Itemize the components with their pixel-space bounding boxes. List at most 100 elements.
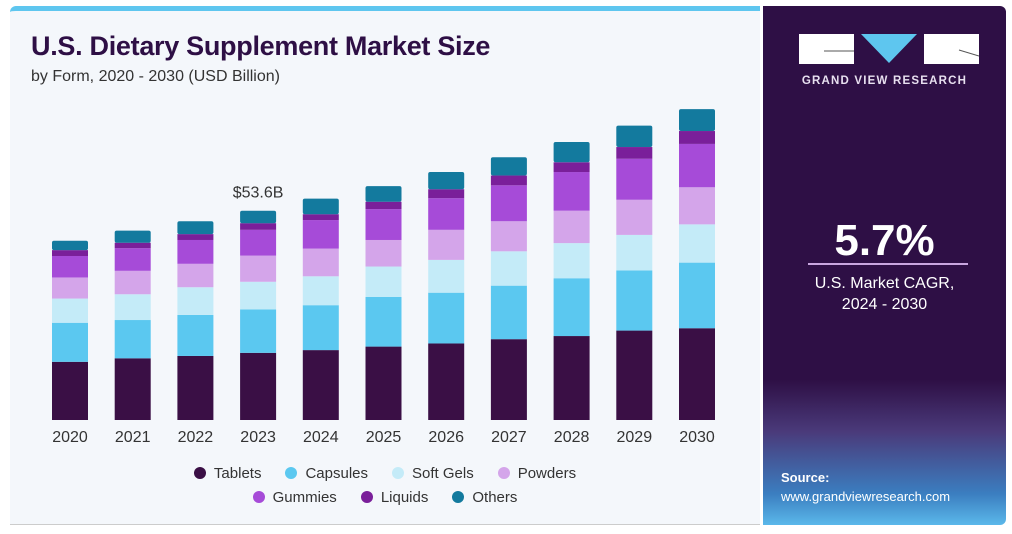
bar-segment-others-2030 [679,109,715,132]
bar-segment-gummies-2023 [240,229,277,256]
bar-segment-capsules-2021 [114,320,151,359]
bar-segment-capsules-2023 [240,309,277,353]
bar-segment-soft-gels-2026 [428,259,465,293]
legend: Tablets Capsules Soft Gels Powders Gummies Li… [150,462,620,510]
bar-segment-capsules-2022 [177,314,214,356]
bar-segment-gummies-2024 [302,220,339,249]
bar-segment-liquids-2024 [302,214,339,221]
bar-segment-others-2028 [553,141,590,163]
bar-segment-gummies-2021 [114,248,151,271]
bar-segment-capsules-2029 [616,270,653,331]
cagr-label-line2: 2024 - 2030 [841,296,928,313]
bar-segment-powders-2021 [114,270,151,295]
x-tick-label: 2020 [52,429,88,446]
bar-segment-liquids-2026 [428,189,465,199]
legend-swatch [285,467,298,479]
bar-segment-powders-2023 [240,255,277,282]
bar-segment-liquids-2027 [490,175,527,186]
legend-item-tablets: Tablets [193,462,262,486]
legend-swatch [193,467,206,479]
bar-segment-powders-2025 [365,239,402,267]
bar-segment-tablets-2024 [302,350,339,420]
bar-segment-soft-gels-2020 [52,298,88,323]
x-tick-label: 2029 [617,429,653,446]
bar-segment-powders-2024 [302,248,339,277]
bar-segment-powders-2026 [428,229,465,260]
bar-segment-liquids-2028 [553,162,590,173]
legend-item-capsules: Capsules [285,462,368,486]
bar-segment-powders-2020 [52,277,88,299]
bar-segment-gummies-2030 [679,143,715,188]
bar-segment-others-2021 [114,230,151,243]
legend-label: Soft Gels [412,465,474,482]
bar-segment-powders-2028 [553,210,590,244]
legend-label: Tablets [213,465,262,482]
x-tick-label: 2026 [428,429,464,446]
bar-segment-others-2027 [490,157,527,176]
bar-segment-tablets-2026 [428,343,465,420]
bar-segment-powders-2022 [177,263,214,288]
cagr-label-line1: U.S. Market CAGR, [814,275,955,292]
bar-segment-powders-2030 [679,187,715,225]
bar-segment-soft-gels-2025 [365,266,402,297]
bar-segment-others-2024 [302,198,339,215]
legend-label: Powders [517,465,577,482]
bar-segment-soft-gels-2029 [616,234,653,271]
bar-segment-powders-2027 [490,221,527,252]
legend-item-liquids: Liquids [360,486,429,510]
legend-swatch [360,491,373,503]
legend-label: Others [472,489,518,506]
source-url[interactable]: www.grandviewresearch.com [781,489,951,504]
bar-segment-gummies-2029 [616,158,653,200]
bar-segment-others-2022 [177,221,214,235]
bar-segment-liquids-2029 [616,147,653,159]
legend-swatch [252,491,265,503]
legend-item-others: Others [452,486,517,510]
legend-label: Capsules [305,465,368,482]
bar-segment-soft-gels-2021 [114,294,151,321]
bar-segment-tablets-2028 [553,336,590,420]
legend-swatch [452,491,465,503]
info-panel: GRAND VIEW RESEARCH 5.7% U.S. Market CAG… [763,6,1006,525]
bar-segment-tablets-2029 [616,330,653,420]
divider [808,263,968,265]
bar-segment-capsules-2020 [52,322,88,362]
chart-subtitle: by Form, 2020 - 2030 (USD Billion) [31,68,280,85]
cagr-label: U.S. Market CAGR, 2024 - 2030 [763,273,1006,315]
legend-item-soft-gels: Soft Gels [392,462,474,486]
bar-segment-capsules-2030 [679,262,715,329]
bar-segment-capsules-2024 [302,305,339,351]
bar-segment-others-2026 [428,172,465,190]
bar-segment-gummies-2022 [177,239,214,264]
legend-swatch [497,467,510,479]
x-tick-label: 2027 [491,429,527,446]
bar-segment-others-2029 [616,125,653,148]
x-tick-label: 2030 [679,429,715,446]
x-tick-label: 2028 [554,429,590,446]
stacked-bar-chart: 2020 2021 2022 2023 $53.6B 2024 2025 2026 2027 20… [52,109,715,446]
legend-item-powders: Powders [497,462,577,486]
bar-segment-tablets-2022 [177,355,214,420]
bar-segment-liquids-2025 [365,201,402,210]
bar-segment-soft-gels-2027 [490,251,527,286]
bar-segment-liquids-2022 [177,234,214,240]
legend-item-gummies: Gummies [252,486,337,510]
bar-segment-powders-2029 [616,199,653,235]
total-annotation: $53.6B [233,185,284,202]
x-tick-label: 2024 [303,429,339,446]
cagr-value: 5.7% [834,216,935,265]
legend-label: Liquids [380,489,429,506]
bar-segment-gummies-2026 [428,198,465,230]
bar-segment-tablets-2027 [490,339,527,420]
bar-segment-others-2020 [52,240,88,251]
grand-view-research-logo [799,34,979,64]
bar-segment-gummies-2020 [52,255,88,278]
bar-segment-soft-gels-2024 [302,276,339,306]
bar-segment-tablets-2021 [114,358,151,420]
x-tick-label: 2025 [366,429,402,446]
bar-segment-liquids-2021 [114,242,151,249]
source-label: Source: [781,470,830,485]
x-tick-label: 2023 [240,429,276,446]
legend-label: Gummies [272,489,337,506]
x-tick-label: 2022 [178,429,214,446]
